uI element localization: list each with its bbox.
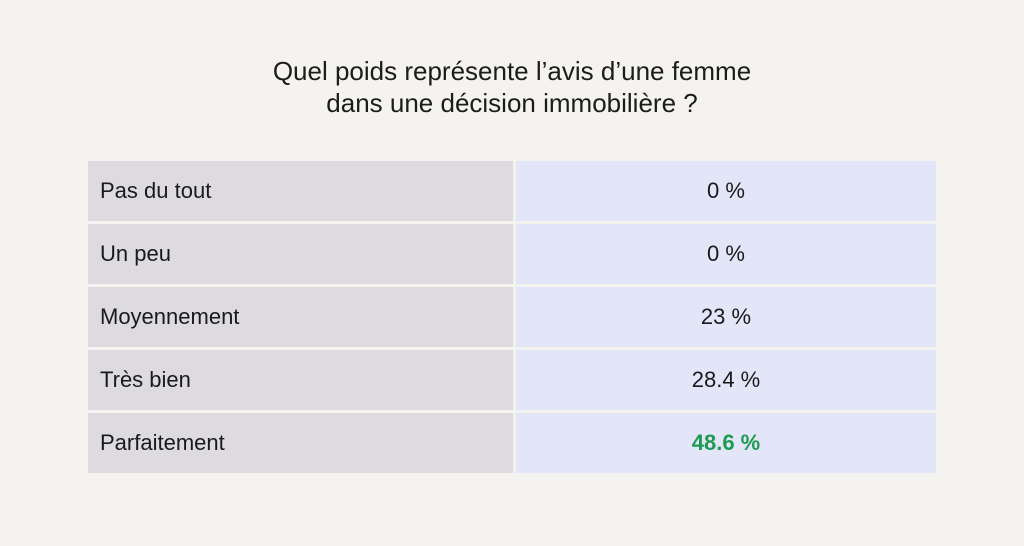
row-label: Très bien bbox=[88, 350, 513, 410]
row-label: Pas du tout bbox=[88, 161, 513, 221]
chart-title-line-2: dans une décision immobilière ? bbox=[326, 88, 698, 118]
row-label: Moyennement bbox=[88, 287, 513, 347]
row-value: 23 % bbox=[516, 287, 936, 347]
table-row: Moyennement 23 % bbox=[88, 287, 936, 347]
row-value: 28.4 % bbox=[516, 350, 936, 410]
chart-title-line-1: Quel poids représente l’avis d’une femme bbox=[272, 56, 752, 86]
row-value: 0 % bbox=[516, 161, 936, 221]
row-value: 48.6 % bbox=[516, 413, 936, 473]
row-label: Un peu bbox=[88, 224, 513, 284]
table-row: Parfaitement 48.6 % bbox=[88, 413, 936, 473]
row-value: 0 % bbox=[516, 224, 936, 284]
chart-title: Quel poids représente l’avis d’une femme… bbox=[0, 55, 1024, 119]
table-row: Pas du tout 0 % bbox=[88, 161, 936, 221]
table-row: Un peu 0 % bbox=[88, 224, 936, 284]
data-table: Pas du tout 0 % Un peu 0 % Moyennement 23 % Tr… bbox=[88, 161, 936, 473]
table-row: Très bien 28.4 % bbox=[88, 350, 936, 410]
row-label: Parfaitement bbox=[88, 413, 513, 473]
